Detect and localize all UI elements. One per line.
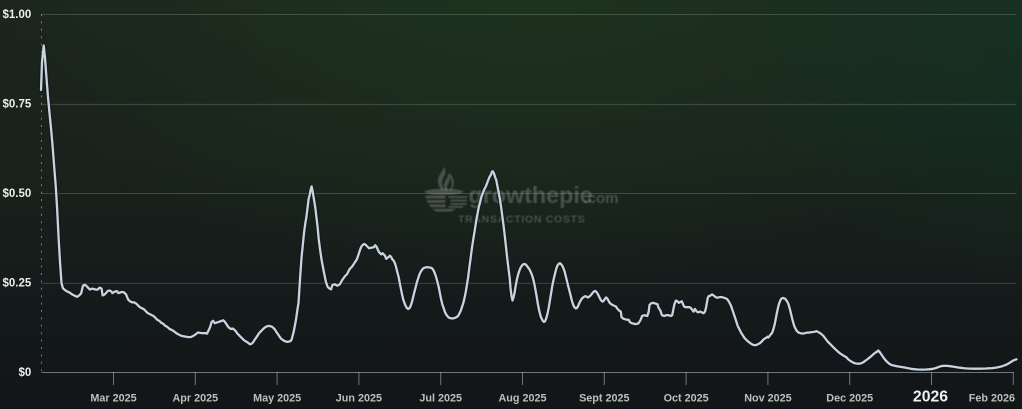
svg-text:Sept 2025: Sept 2025 [579,393,629,405]
svg-text:$0.75: $0.75 [3,99,32,111]
svg-text:Aug 2025: Aug 2025 [498,393,546,405]
svg-text:Jun 2025: Jun 2025 [336,393,382,405]
svg-text:Jul 2025: Jul 2025 [419,393,462,405]
svg-text:growthepie: growthepie [469,182,593,208]
svg-text:$0: $0 [19,367,32,379]
svg-text:Oct 2025: Oct 2025 [664,393,709,405]
svg-text:2026: 2026 [913,389,948,406]
svg-text:$0.25: $0.25 [3,278,32,290]
svg-text:Dec 2025: Dec 2025 [826,393,873,405]
svg-text:$1.00: $1.00 [3,9,32,21]
svg-text:.com: .com [584,190,619,207]
svg-text:Nov 2025: Nov 2025 [744,393,791,405]
svg-text:Apr 2025: Apr 2025 [172,393,218,405]
svg-text:TRANSACTION COSTS: TRANSACTION COSTS [458,214,585,226]
svg-text:May 2025: May 2025 [253,393,301,405]
svg-text:$0.50: $0.50 [3,188,32,200]
svg-text:Mar 2025: Mar 2025 [90,393,136,405]
svg-text:Feb 2026: Feb 2026 [969,393,1015,405]
